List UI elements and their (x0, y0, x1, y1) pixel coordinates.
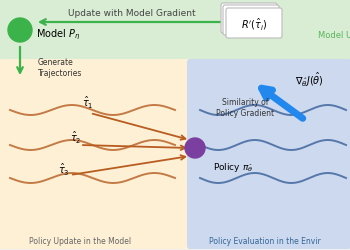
Text: Update with Model Gradient: Update with Model Gradient (68, 10, 196, 18)
FancyBboxPatch shape (0, 0, 350, 78)
Text: Generate
Trajectories: Generate Trajectories (38, 58, 82, 78)
Text: Model Up: Model Up (318, 30, 350, 40)
Text: Policy $\pi_{\hat{\theta}}$: Policy $\pi_{\hat{\theta}}$ (213, 162, 253, 174)
Circle shape (185, 138, 205, 158)
Text: Similarity of
Policy Gradient: Similarity of Policy Gradient (216, 98, 274, 118)
Text: Model $P_{\eta}$: Model $P_{\eta}$ (36, 28, 80, 42)
FancyBboxPatch shape (226, 8, 282, 38)
FancyBboxPatch shape (187, 59, 350, 249)
Text: $R^{\prime}(\hat{\tau}_i)$: $R^{\prime}(\hat{\tau}_i)$ (241, 16, 267, 32)
Text: $\hat{\tau}_3$: $\hat{\tau}_3$ (58, 162, 70, 178)
Text: $\nabla_{\hat{\theta}} J(\hat{\theta})$: $\nabla_{\hat{\theta}} J(\hat{\theta})$ (295, 71, 324, 89)
FancyBboxPatch shape (0, 59, 193, 249)
Text: $\hat{\tau}_1$: $\hat{\tau}_1$ (82, 95, 94, 111)
Circle shape (8, 18, 32, 42)
Text: Policy Evaluation in the Envir: Policy Evaluation in the Envir (209, 238, 321, 246)
FancyBboxPatch shape (223, 5, 279, 35)
Text: Policy Update in the Model: Policy Update in the Model (29, 238, 131, 246)
FancyBboxPatch shape (221, 3, 277, 33)
Text: $\hat{\tau}_2$: $\hat{\tau}_2$ (70, 130, 82, 146)
